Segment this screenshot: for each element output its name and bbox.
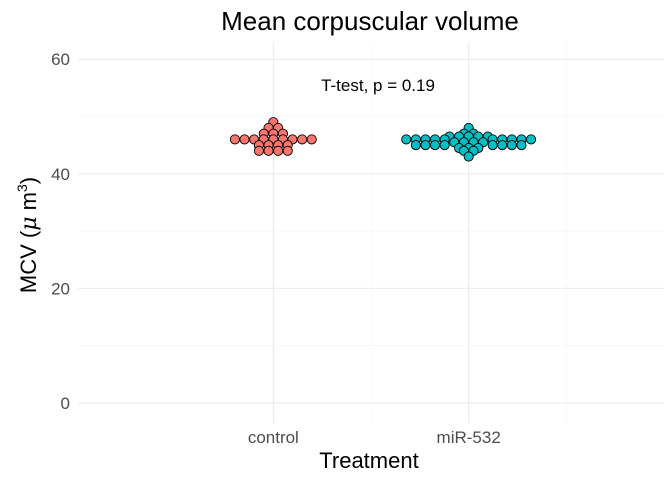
data-point [410,140,421,151]
data-point [516,140,527,151]
data-point [239,134,250,145]
y-axis-title-suffix: ) [16,177,41,184]
data-point [430,140,441,151]
y-tick-label: 20 [51,279,70,298]
grid-lines [78,42,664,423]
x-tick-labels: control miR-532 [248,428,501,447]
data-point [273,145,284,156]
data-point [463,151,474,162]
data-point [439,140,450,151]
data-point [526,134,537,145]
test-annotation: T-test, p = 0.19 [321,76,435,95]
y-axis-title-prefix: MCV ( [16,230,41,293]
y-tick-labels: 0 20 40 60 [51,50,70,413]
data-point [297,134,308,145]
y-axis-title-exponent: 3 [14,184,30,192]
x-axis-title: Treatment [319,448,418,473]
data-point [229,134,240,145]
y-tick-label: 0 [61,394,70,413]
y-tick-label: 60 [51,50,70,69]
data-point [253,145,264,156]
data-point [401,134,412,145]
y-axis-title-mu: μ [17,216,42,230]
y-axis-title-unit: m [16,192,41,216]
x-tick-label: miR-532 [437,428,501,447]
data-points [229,117,537,162]
y-axis-title: MCV (μ m3) [14,177,42,293]
data-point [506,140,517,151]
y-tick-label: 40 [51,165,70,184]
data-point [497,140,508,151]
data-point [282,145,293,156]
data-point [420,140,431,151]
data-point [306,134,317,145]
data-point [263,145,274,156]
chart-title: Mean corpuscular volume [221,6,519,36]
data-point [487,140,498,151]
x-tick-label: control [248,428,299,447]
